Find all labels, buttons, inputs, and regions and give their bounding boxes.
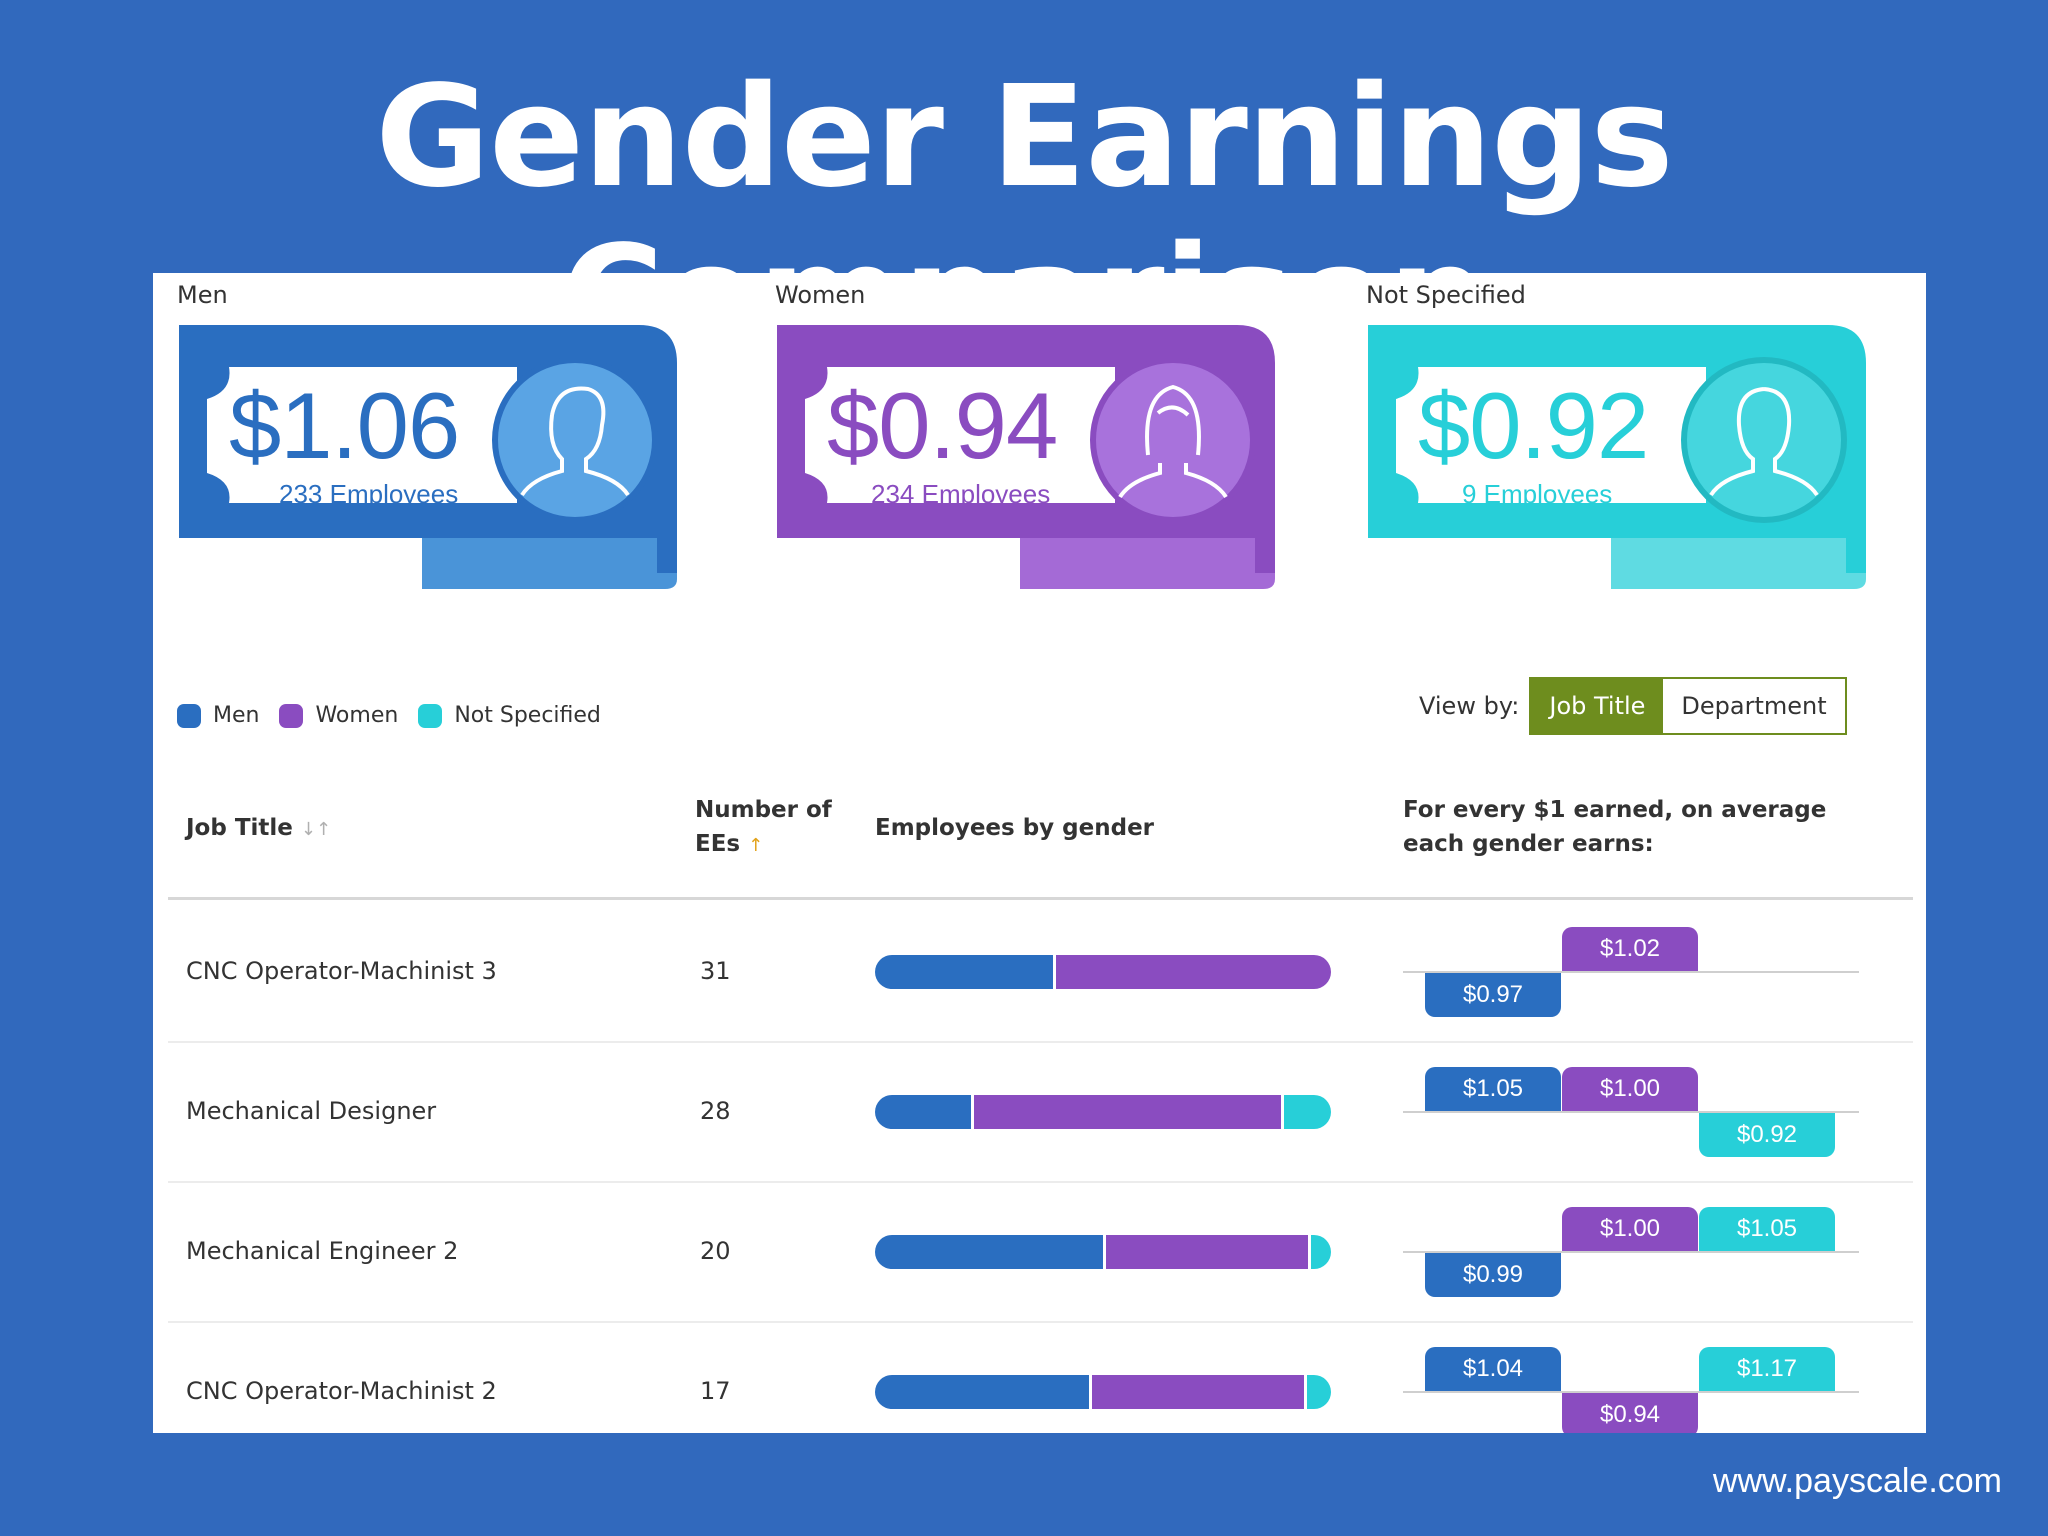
legend-swatch-not-specified [418,703,443,728]
legend-swatch-women [279,703,304,728]
bar-segment-men [875,1095,971,1129]
bar-segment-not-specified [1303,1375,1331,1409]
gender-split-bar [875,955,1331,989]
earnings-pill-not-specified: $1.17 [1699,1347,1835,1391]
card-amount-men: $1.06 [229,373,460,478]
view-by-toggle: Job Title Department [1529,677,1847,735]
earnings-pill-women: $0.94 [1562,1393,1698,1433]
earnings-comparison: $1.05 $1.00 $0.92 [1403,1041,1863,1181]
bar-segment-women [1103,1235,1309,1269]
card-employees-women: 234 Employees [871,479,1051,509]
bar-segment-men [875,1235,1103,1269]
card-women: $0.94 234 Employees [775,323,1275,593]
neutral-avatar-icon [1681,357,1847,523]
card-employees-not-specified: 9 Employees [1462,479,1613,509]
card-employees-men: 233 Employees [279,479,459,509]
legend-item-not-specified: Not Specified [418,703,601,728]
table-row[interactable]: CNC Operator-Machinist 2 17 $1.04 $0.94 $1.1… [168,1321,1913,1433]
job-title-cell: Mechanical Engineer 2 [186,1237,459,1265]
card-amount-not-specified: $0.92 [1418,373,1649,478]
card-label-men: Men [177,281,228,309]
bar-segment-women [970,1095,1281,1129]
legend-label-women: Women [315,703,399,728]
job-title-cell: CNC Operator-Machinist 3 [186,957,497,985]
header-divider [168,897,1913,900]
earnings-comparison: $0.99 $1.00 $1.05 [1403,1181,1863,1321]
bar-segment-not-specified [1280,1095,1331,1129]
employee-count-cell: 17 [700,1377,731,1405]
employee-count-cell: 31 [700,957,731,985]
earnings-pill-not-specified: $1.05 [1699,1207,1835,1251]
legend-label-men: Men [213,703,260,728]
bar-segment-women [1089,1375,1304,1409]
card-not-specified: $0.92 9 Employees [1366,323,1866,593]
earnings-pill-men: $0.99 [1425,1253,1561,1297]
gender-legend: Men Women Not Specified [177,703,621,728]
card-label-not-specified: Not Specified [1366,281,1526,309]
earnings-baseline [1403,1111,1859,1113]
bar-segment-men [875,955,1053,989]
male-avatar-icon [492,357,658,523]
column-header-employees-by-gender: Employees by gender [875,815,1155,841]
job-title-cell: CNC Operator-Machinist 2 [186,1377,497,1405]
column-header-number-label: Number of EEs [695,797,832,857]
card-label-women: Women [775,281,866,309]
table-row[interactable]: Mechanical Designer 28 $1.05 $1.00 $0.92 [168,1041,1913,1183]
view-by-job-title-button[interactable]: Job Title [1531,679,1664,733]
bar-segment-not-specified [1308,1235,1331,1269]
earnings-pill-men: $1.05 [1425,1067,1561,1111]
footer-url: www.payscale.com [1712,1462,2002,1500]
earnings-pill-women: $1.00 [1562,1207,1698,1251]
earnings-pill-women: $1.02 [1562,927,1698,971]
column-header-job-title-label: Job Title [186,815,293,841]
earnings-pill-not-specified: $0.92 [1699,1113,1835,1157]
job-title-cell: Mechanical Designer [186,1097,437,1125]
earnings-baseline [1403,1251,1859,1253]
earnings-comparison: $1.04 $0.94 $1.17 [1403,1321,1863,1433]
employee-count-cell: 20 [700,1237,731,1265]
column-header-job-title[interactable]: Job Title ↓↑ [186,811,331,847]
sort-ascending-icon[interactable]: ↑ [748,835,764,856]
legend-swatch-men [177,703,201,728]
table-row[interactable]: Mechanical Engineer 2 20 $0.99 $1.00 $1.05 [168,1181,1913,1323]
card-men: $1.06 233 Employees [177,323,677,593]
legend-label-not-specified: Not Specified [454,703,601,728]
gender-split-bar [875,1095,1331,1129]
earnings-pill-men: $1.04 [1425,1347,1561,1391]
employee-count-cell: 28 [700,1097,731,1125]
view-by-control: View by: Job Title Department [1419,677,1847,735]
table-row[interactable]: CNC Operator-Machinist 3 31 $0.97 $1.02 [168,901,1913,1043]
view-by-label: View by: [1419,692,1520,720]
earnings-pill-men: $0.97 [1425,973,1561,1017]
column-header-number-of-ees[interactable]: Number of EEs ↑ [695,793,845,863]
view-by-department-button[interactable]: Department [1663,679,1845,733]
female-avatar-icon [1090,357,1256,523]
sort-icon[interactable]: ↓↑ [300,819,332,840]
legend-item-men: Men [177,703,259,728]
earnings-baseline [1403,971,1859,973]
bar-segment-women [1052,955,1331,989]
gender-split-bar [875,1235,1331,1269]
column-header-earnings: For every $1 earned, on average each gen… [1403,797,1827,857]
card-amount-women: $0.94 [827,373,1058,478]
gender-split-bar [875,1375,1331,1409]
legend-item-women: Women [279,703,398,728]
bar-segment-men [875,1375,1090,1409]
earnings-pill-women: $1.00 [1562,1067,1698,1111]
earnings-baseline [1403,1391,1859,1393]
earnings-comparison: $0.97 $1.02 [1403,901,1863,1041]
payscale-dashboard-panel: Men $1.06 233 Employees Women $0.94 234 … [153,273,1926,1433]
